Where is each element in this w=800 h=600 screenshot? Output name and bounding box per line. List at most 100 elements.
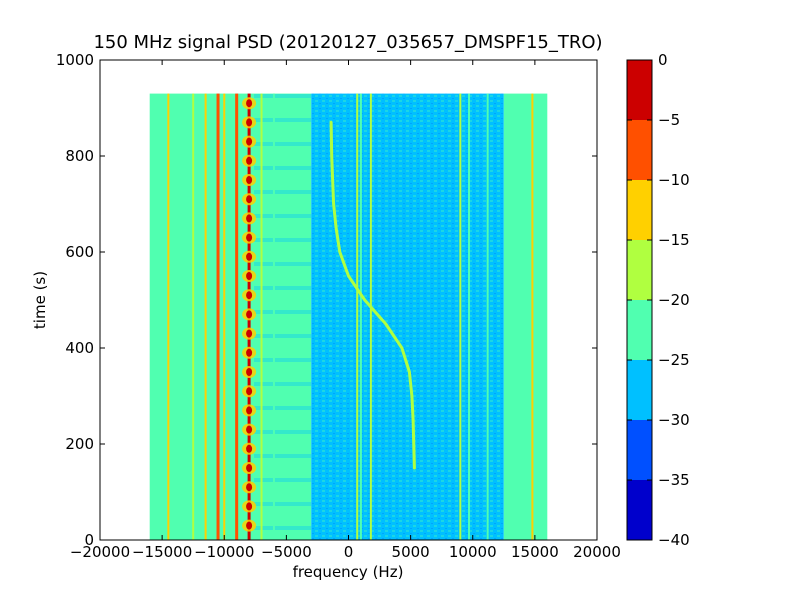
colorbar-segment [627,60,652,120]
heatmap-band [254,526,312,530]
modulation-core [246,195,253,204]
heatmap-band [254,286,312,290]
modulation-core [246,387,253,396]
heatmap-region-1 [311,93,504,540]
spectral-line-15 [531,93,534,540]
heatmap-band [254,406,312,410]
spectral-line-1 [192,93,195,540]
colorbar-segment [627,180,652,240]
spectral-line-11 [369,93,372,540]
modulation-core [246,118,253,127]
colorbar-tick-label: −25 [658,351,690,369]
modulation-core [246,291,253,300]
spectral-line-5 [235,93,239,540]
modulation-core [246,176,253,184]
spectral-line-3 [216,93,220,540]
modulation-core [246,137,253,146]
colorbar: −40 −35 −30 −25 −20 −15 −10 −5 0 [626,51,690,549]
modulation-core [246,406,253,415]
y-tick-label: 400 [65,339,94,357]
heatmap-band [254,382,312,386]
modulation-core [246,310,253,319]
heatmap-band [254,142,312,146]
heatmap-band [254,214,312,218]
y-tick-label: 800 [65,147,94,165]
spectral-line-2 [204,93,207,540]
modulation-core [246,368,253,376]
x-tick-label: −10000 [194,543,254,561]
heatmap-band [254,262,312,266]
modulation-core [246,521,253,530]
modulation-core [246,348,253,357]
colorbar-tick-label: −35 [658,471,690,489]
modulation-core [246,425,253,434]
spectral-line-13 [468,93,471,540]
heatmap-band [254,166,312,170]
colorbar-tick-label: −20 [658,291,690,309]
colorbar-tick-label: 0 [658,51,668,69]
heatmap-band [254,190,312,194]
modulation-core [246,329,253,338]
x-axis: −20000 −15000 −10000 −5000 0 5000 10000 15000 20… [70,60,621,561]
doppler-trace [329,120,416,470]
spectral-line-10 [359,93,362,540]
colorbar-tick-label: −30 [658,411,690,429]
modulation-core [246,444,253,453]
spectral-line-14 [486,93,489,540]
modulation-core [246,99,253,108]
spectral-line-7 [260,93,263,540]
x-tick-label: 20000 [573,543,621,561]
modulation-core [246,233,253,242]
heatmap-band [254,454,312,458]
colorbar-segment [627,300,652,360]
spectral-line-9 [356,93,359,540]
plot-area [149,93,548,540]
heatmap-band [254,478,312,482]
heatmap-band [254,118,312,122]
colorbar-tick-label: −15 [658,231,690,249]
modulation-core [246,464,253,472]
colorbar-segment [627,120,652,180]
y-tick-label: 600 [65,243,94,261]
modulation-core [246,502,253,511]
colorbar-tick-label: −5 [658,111,680,129]
colorbar-tick-label: −40 [658,531,690,549]
heatmap-region-2 [503,93,548,540]
modulation-core [246,483,253,492]
x-tick-label: 5000 [392,543,430,561]
x-tick-label: −5000 [261,543,312,561]
colorbar-segment [627,240,652,300]
modulation-core [246,214,253,223]
modulation-core [246,156,253,165]
x-tick-label: −20000 [70,543,130,561]
x-tick-label: −15000 [132,543,192,561]
modulation-core [246,252,253,261]
spectral-line-12 [459,93,462,540]
x-axis-label: frequency (Hz) [293,563,404,581]
heatmap-band [254,430,312,434]
heatmap-band [254,310,312,314]
y-axis: 0 200 400 600 800 1000 [56,51,597,549]
heatmap-band [254,94,312,98]
colorbar-segment [627,420,652,480]
spectral-line-4 [223,93,226,540]
heatmap-band [254,358,312,362]
spectral-line-8 [272,93,275,540]
colorbar-segment [627,360,652,420]
y-axis-label: time (s) [31,271,49,329]
heatmap-band [254,502,312,506]
x-tick-label: 15000 [511,543,559,561]
x-tick-label: 0 [344,543,354,561]
colorbar-tick-label: −10 [658,171,690,189]
heatmap-band [254,334,312,338]
x-tick-label: 10000 [449,543,497,561]
y-tick-label: 200 [65,435,94,453]
colorbar-segment [627,480,652,540]
heatmap-band [254,238,312,242]
spectral-line-0 [167,93,170,540]
modulation-core [246,272,253,280]
chart-title: 150 MHz signal PSD (20120127_035657_DMSP… [93,32,602,53]
y-tick-label: 0 [84,531,94,549]
heatmap-region-0 [149,93,312,540]
